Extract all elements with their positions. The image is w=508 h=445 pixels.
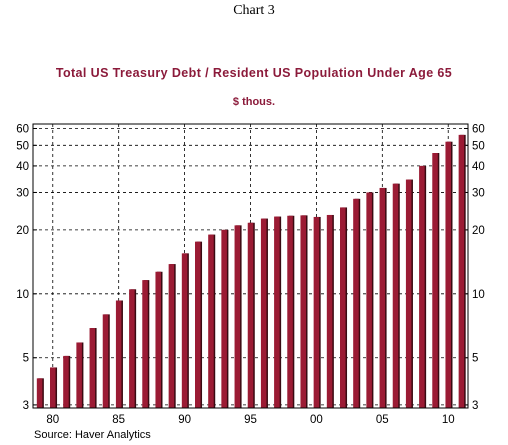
- y-tick-label-right: 10: [472, 289, 485, 301]
- y-tick-label-left: 5: [23, 353, 29, 365]
- bar: [208, 234, 214, 408]
- bar: [76, 342, 82, 408]
- bar: [445, 141, 451, 408]
- bar: [102, 314, 109, 408]
- y-axis-right: 3 5 10 20 30 40 50 60: [472, 124, 485, 412]
- bar: [300, 215, 306, 408]
- x-tick-label: 85: [112, 414, 125, 426]
- x-tick-label: 05: [376, 414, 389, 426]
- bar: [50, 367, 56, 408]
- bar: [89, 328, 96, 408]
- bar: [142, 280, 148, 408]
- y-tick-label-left: 60: [16, 124, 29, 136]
- bar: [247, 222, 254, 408]
- chart-subtitle: $ thous.: [233, 96, 275, 108]
- bar: [195, 241, 201, 408]
- bar: [234, 225, 241, 408]
- bar: [340, 207, 346, 408]
- y-tick-label-left: 50: [16, 140, 29, 152]
- x-tick-label: 00: [310, 414, 323, 426]
- y-axis-left: 3 5 10 20 30 40 50 60: [16, 124, 29, 412]
- x-axis: 80 85 90 95 00 05 10: [46, 414, 454, 426]
- bar: [287, 215, 293, 408]
- y-tick-label-left: 30: [16, 187, 29, 199]
- y-tick-label-right: 20: [472, 225, 485, 237]
- chart-title: Total US Treasury Debt / Resident US Pop…: [56, 66, 452, 80]
- y-tick-label-right: 40: [472, 161, 485, 173]
- x-tick-label: 90: [178, 414, 191, 426]
- bar-series: [36, 134, 466, 408]
- bar: [115, 300, 122, 408]
- bar: [405, 179, 412, 408]
- chart-number: Chart 3: [233, 3, 275, 18]
- bar: [274, 216, 280, 408]
- bar: [129, 289, 135, 408]
- x-tick-label: 95: [244, 414, 257, 426]
- bar: [379, 187, 386, 408]
- x-tick-label: 80: [46, 414, 59, 426]
- bar: [155, 271, 161, 408]
- bar: [168, 264, 175, 408]
- y-tick-label-right: 3: [472, 400, 478, 412]
- bar: [260, 218, 267, 408]
- bar: [326, 214, 333, 408]
- y-tick-label-left: 10: [16, 289, 29, 301]
- bar: [366, 192, 372, 408]
- y-tick-label-right: 5: [472, 353, 478, 365]
- x-tick-label: 10: [442, 414, 455, 426]
- bar: [181, 253, 188, 408]
- bar: [36, 378, 43, 408]
- y-tick-label-left: 20: [16, 225, 29, 237]
- bar: [432, 153, 438, 408]
- source-note: Source: Haver Analytics: [34, 429, 151, 441]
- bar: [313, 216, 320, 408]
- bar: [392, 183, 399, 408]
- bar: [419, 165, 425, 408]
- plot-frame: [32, 123, 469, 409]
- bar: [353, 198, 359, 408]
- y-tick-label-right: 60: [472, 124, 485, 136]
- y-tick-label-left: 3: [23, 400, 29, 412]
- y-tick-label-right: 30: [472, 187, 485, 199]
- y-tick-label-left: 40: [16, 161, 29, 173]
- bar: [221, 229, 227, 408]
- bar: [458, 134, 465, 408]
- bar: [63, 355, 69, 408]
- y-tick-label-right: 50: [472, 140, 485, 152]
